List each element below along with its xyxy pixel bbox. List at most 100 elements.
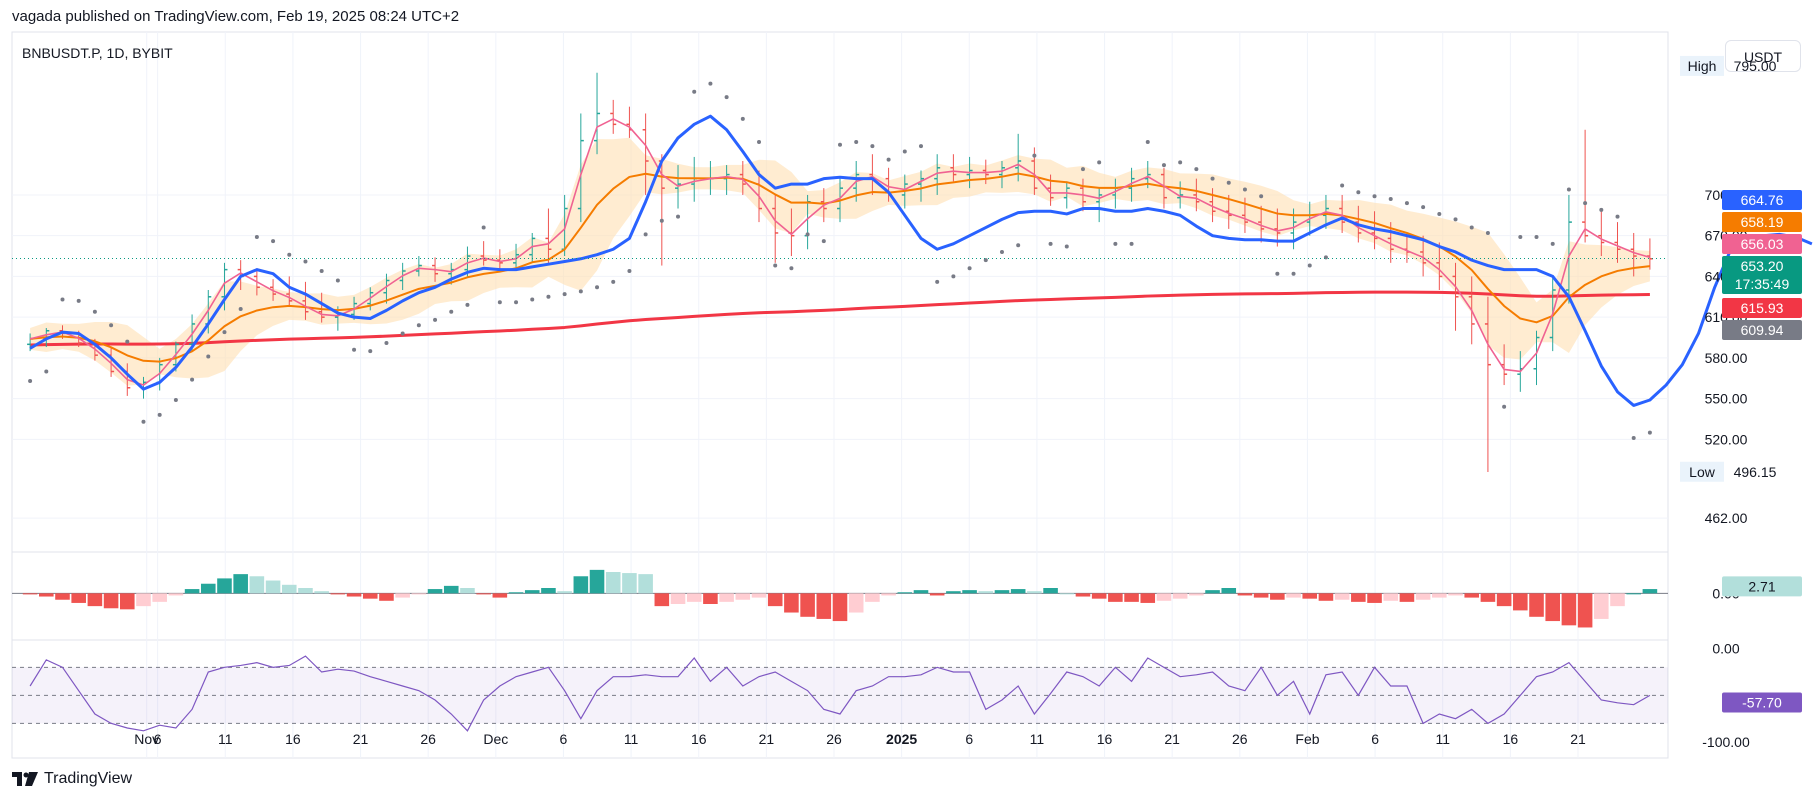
- hist-value-tag: 2.71: [1722, 576, 1802, 597]
- hist-bar: [751, 593, 767, 598]
- psar-dot: [740, 116, 745, 121]
- psar-dot: [1599, 207, 1604, 212]
- psar-dot: [44, 369, 49, 374]
- high-marker-label: High: [1688, 58, 1717, 74]
- hist-bar: [605, 572, 621, 594]
- hist-bar: [1286, 593, 1301, 598]
- psar-dot: [497, 300, 502, 305]
- psar-dot: [141, 419, 146, 424]
- x-tick-label: Dec: [483, 731, 508, 747]
- footer-brand[interactable]: TradingView: [12, 770, 132, 788]
- oscillator-pane: [12, 655, 1668, 732]
- x-tick-label: 6: [1371, 731, 1379, 747]
- candle: [318, 292, 325, 323]
- y-tick-label: 580.00: [1705, 350, 1748, 366]
- hist-bar: [816, 593, 832, 619]
- candle: [1630, 232, 1637, 277]
- hist-bar: [1059, 593, 1075, 595]
- psar-dot: [76, 298, 81, 303]
- candle: [1160, 167, 1167, 209]
- x-tick-label: 11: [624, 731, 639, 747]
- x-tick-label: Feb: [1295, 731, 1319, 747]
- countdown-label: 17:35:49: [1735, 276, 1790, 292]
- hist-bar: [1545, 593, 1561, 622]
- psar-dot: [222, 330, 227, 335]
- psar-dot: [1129, 241, 1134, 246]
- hist-value-box: [1722, 576, 1802, 597]
- x-tick-label: Nov: [134, 731, 159, 747]
- psar-dot: [481, 225, 486, 230]
- hist-bar: [314, 591, 329, 594]
- candle: [1484, 296, 1491, 472]
- candle: [1452, 262, 1459, 331]
- candle: [642, 113, 649, 195]
- symbol-label[interactable]: BNBUSDT.P, 1D, BYBIT: [22, 45, 173, 61]
- hist-bar: [1577, 593, 1593, 628]
- psar-dot: [173, 397, 178, 402]
- psar-dot: [319, 268, 324, 273]
- hist-bar: [1334, 593, 1350, 600]
- psar-dot: [1421, 205, 1426, 210]
- psar-dot: [999, 249, 1004, 254]
- psar-dot: [1080, 167, 1085, 172]
- psar-dot: [1064, 244, 1069, 249]
- hist-bar: [1189, 593, 1204, 596]
- hist-bar: [573, 576, 589, 594]
- candle: [415, 256, 422, 277]
- candle: [1533, 330, 1540, 386]
- hist-bar: [832, 593, 848, 622]
- psar-dot: [416, 323, 421, 328]
- high-marker: High: [1680, 55, 1724, 76]
- price-tag-label: 656.03: [1741, 236, 1784, 252]
- psar-dot: [514, 300, 519, 305]
- hist-bar: [1448, 593, 1463, 596]
- hist-bar: [1237, 593, 1253, 596]
- candle: [1063, 181, 1070, 209]
- psar-dot: [1032, 153, 1037, 158]
- price-tag-box: [1722, 234, 1802, 254]
- psar-dot: [951, 274, 956, 279]
- psar-dot: [530, 297, 535, 302]
- psar-dot: [433, 317, 438, 322]
- hist-bar: [119, 593, 135, 610]
- psar-dot: [1291, 271, 1296, 276]
- hist-bar: [1480, 593, 1496, 602]
- psar-dot: [1048, 241, 1053, 246]
- hist-bar: [265, 580, 281, 594]
- hist-bar: [946, 591, 961, 594]
- hist-bar: [1610, 593, 1625, 607]
- hist-bar: [1221, 588, 1237, 594]
- histogram-pane: [12, 569, 1668, 628]
- hist-bar: [962, 590, 977, 594]
- hist-bar: [330, 593, 346, 595]
- hist-bar: [978, 591, 994, 594]
- psar-dot: [1615, 214, 1620, 219]
- psar-dot: [821, 239, 826, 244]
- hist-bar: [1594, 593, 1609, 619]
- x-tick-label: 21: [353, 731, 369, 747]
- candle: [1565, 194, 1572, 304]
- x-tick-label: 16: [285, 731, 301, 747]
- y-tick-label: 550.00: [1705, 391, 1748, 407]
- psar-dot: [902, 149, 907, 154]
- hist-bar: [1205, 590, 1220, 594]
- x-tick-label: 21: [759, 731, 775, 747]
- hist-bar: [1464, 593, 1480, 598]
- psar-dot: [805, 232, 810, 237]
- psar-dot: [1437, 211, 1442, 216]
- currency-button[interactable]: USDT: [1725, 40, 1801, 72]
- x-tick-label: 11: [218, 731, 233, 747]
- x-tick-label: 16: [1097, 731, 1113, 747]
- x-tick-label: 16: [691, 731, 707, 747]
- psar-dot: [838, 142, 842, 147]
- candle: [1209, 188, 1216, 223]
- osc-line: [29, 655, 1651, 732]
- price-tag-label: 658.19: [1741, 214, 1784, 230]
- hist-bar: [1302, 593, 1318, 599]
- hist-bar: [865, 593, 880, 602]
- psar-dot: [303, 259, 308, 264]
- hist-bar: [184, 589, 200, 594]
- psar-dot: [60, 297, 65, 302]
- low-value: 496.15: [1734, 464, 1777, 480]
